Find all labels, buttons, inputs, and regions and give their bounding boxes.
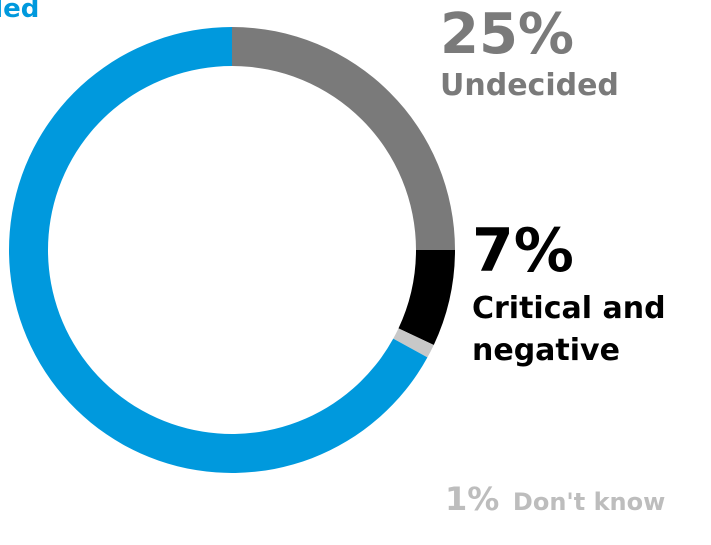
donut-slice-3 xyxy=(393,328,434,358)
slice-label-favorable: nded xyxy=(0,0,39,24)
slice-label-undecided: 25% Undecided xyxy=(440,4,619,106)
undecided-percent: 25% xyxy=(440,2,575,67)
undecided-category: Undecided xyxy=(440,68,619,103)
slice-label-critical: 7% Critical and negative xyxy=(472,214,711,372)
dont-know-category: Don't know xyxy=(512,488,666,516)
donut-slice-1 xyxy=(232,27,455,250)
slice-label-dont-know: 1% Don't know xyxy=(445,480,665,518)
dont-know-percent: 1% xyxy=(445,480,500,518)
critical-percent: 7% xyxy=(472,216,574,286)
critical-category: Critical and negative xyxy=(472,291,666,368)
donut-slice-2 xyxy=(398,250,455,345)
favorable-category: nded xyxy=(0,0,40,24)
